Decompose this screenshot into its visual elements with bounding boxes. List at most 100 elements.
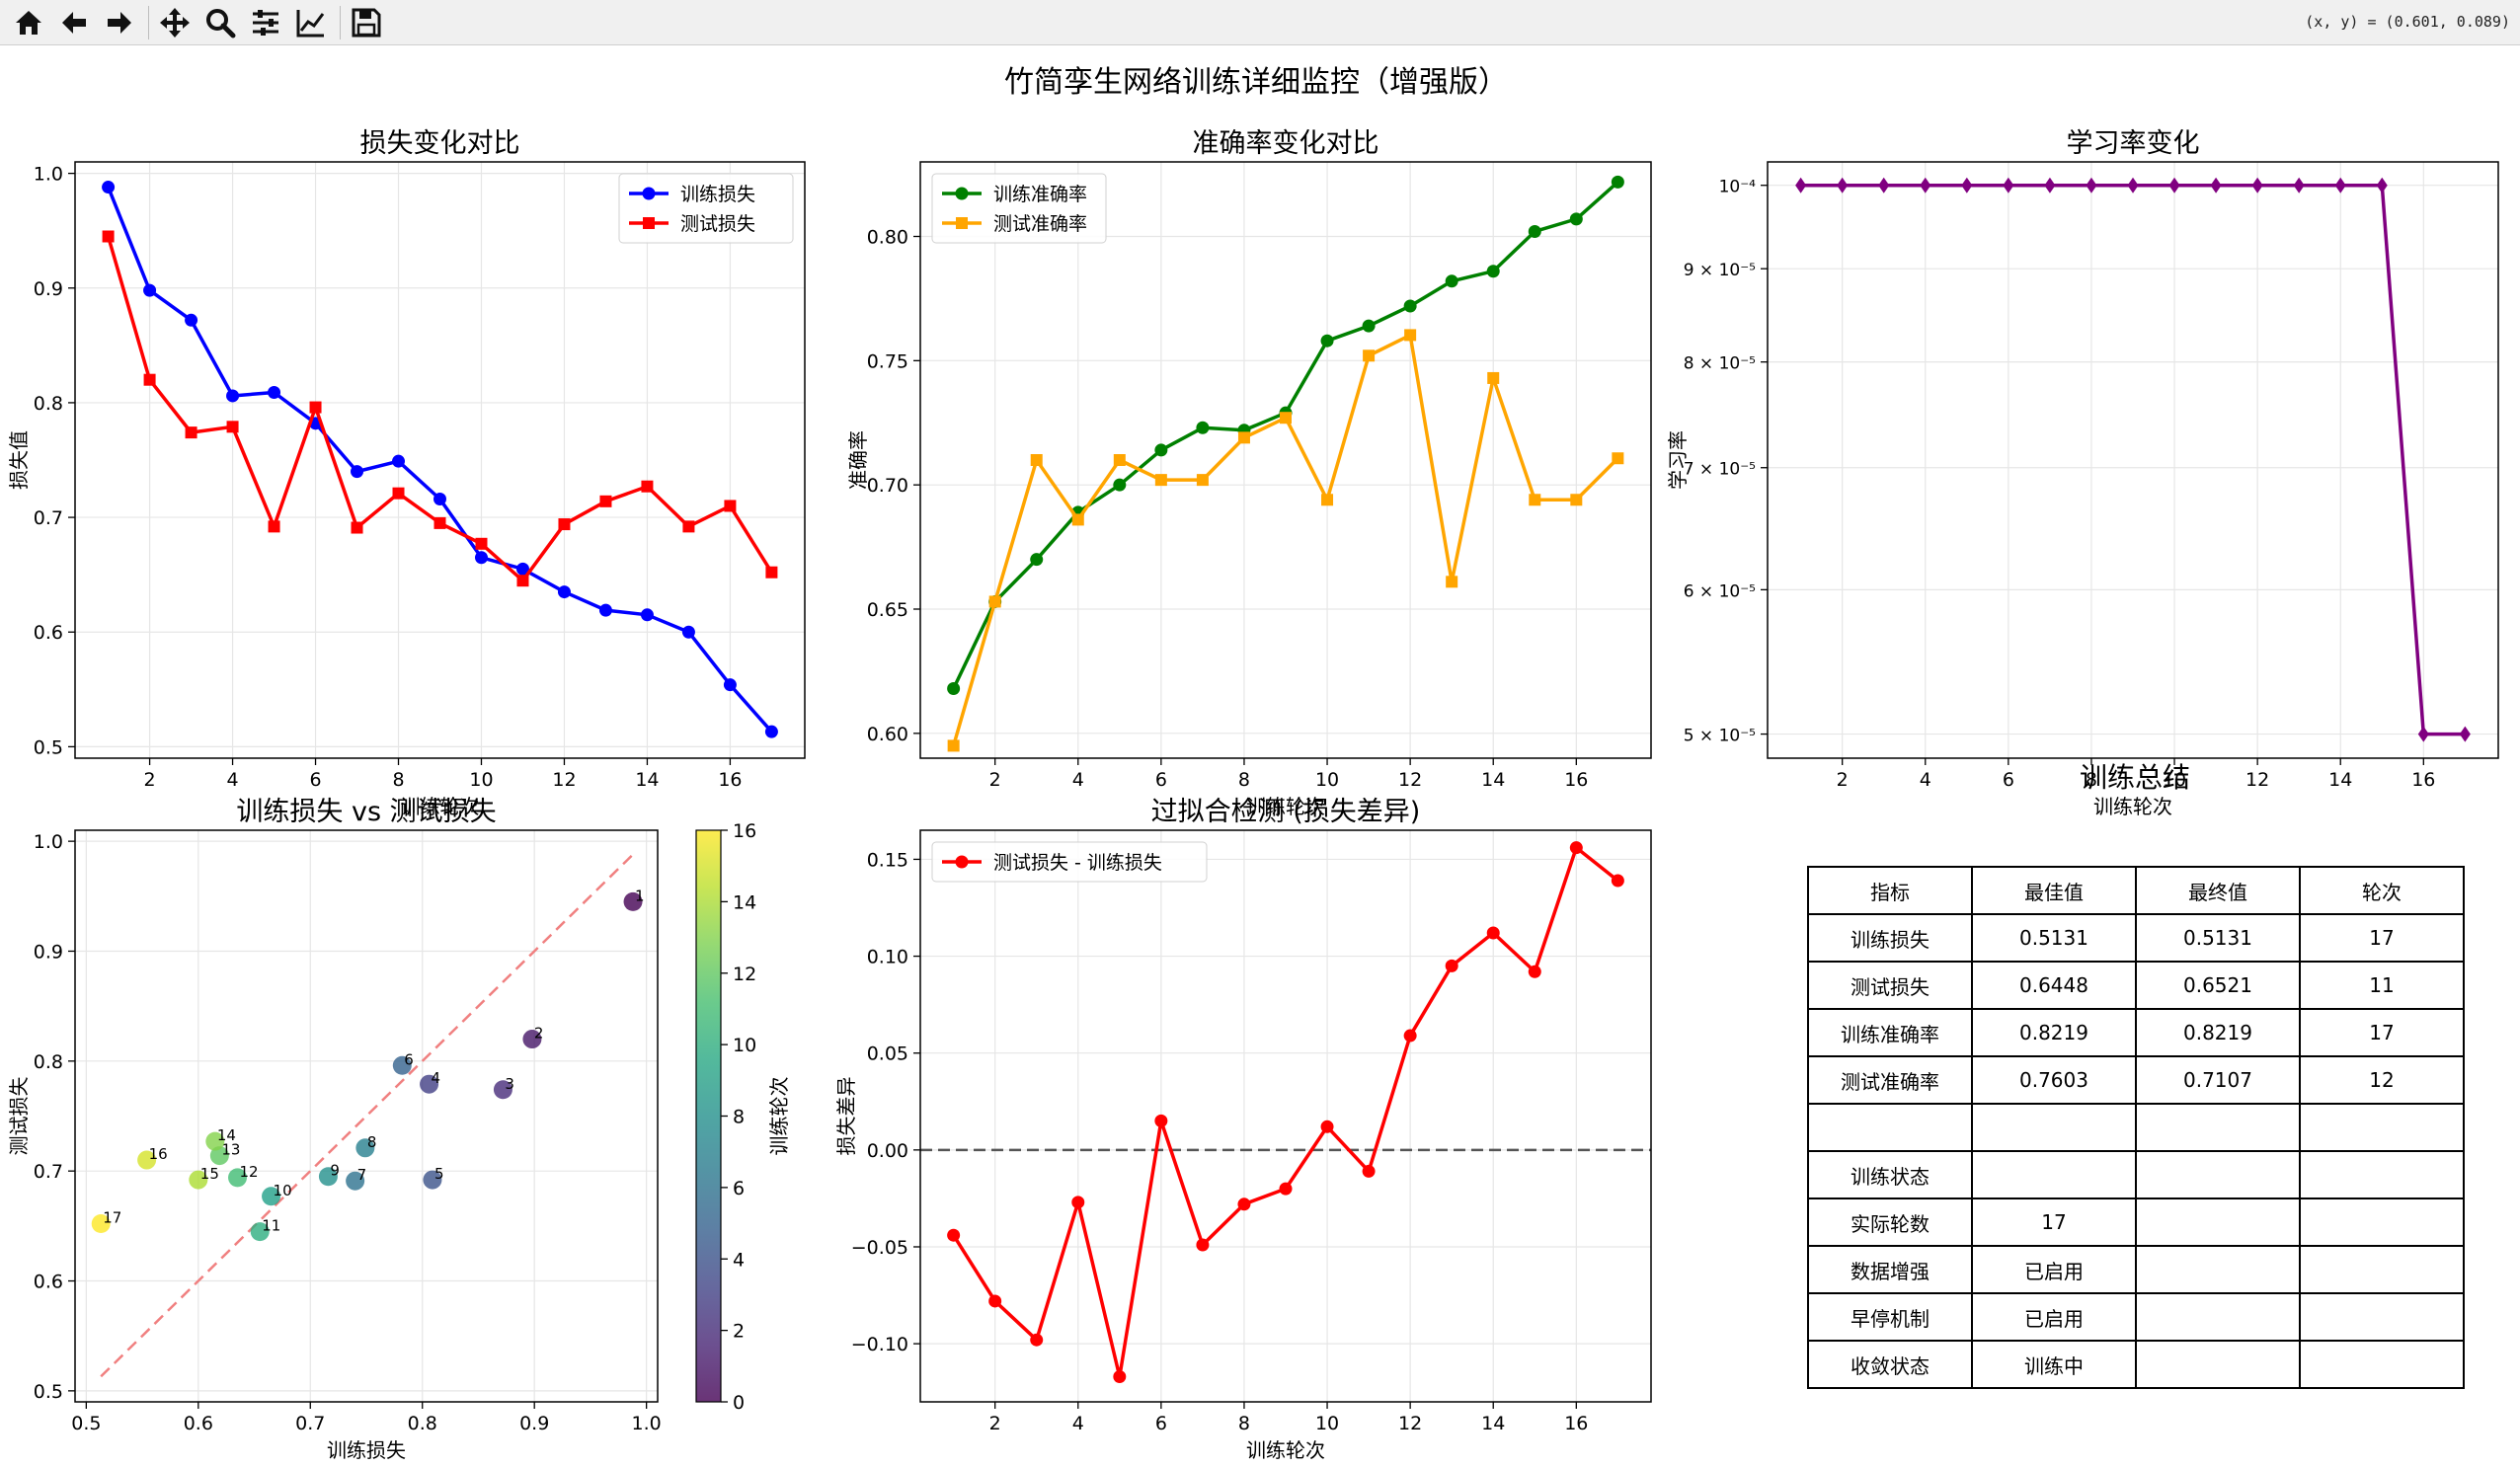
data-point xyxy=(1030,1333,1044,1347)
data-point xyxy=(2293,177,2305,193)
summary-cell xyxy=(2299,1340,2465,1389)
data-point xyxy=(1486,926,1500,940)
y-tick-label: −0.05 xyxy=(851,1237,908,1259)
y-axis-label: 测试损失 xyxy=(7,1077,31,1156)
subplots-button[interactable] xyxy=(247,4,284,41)
zoom-button[interactable] xyxy=(201,4,239,41)
x-tick-label: 8 xyxy=(1238,1413,1250,1434)
edit-axes-button[interactable] xyxy=(292,4,330,41)
data-point xyxy=(1237,431,1250,444)
data-point xyxy=(1071,1196,1085,1209)
line-chart-icon xyxy=(296,10,325,38)
scatter-point xyxy=(423,1170,442,1190)
colorbar-tick-label: 2 xyxy=(733,1321,745,1343)
summary-table: 指标 最佳值 最终值 轮次 训练损失 0.5131 0.5131 17 测试损失 0.64… xyxy=(1807,866,2465,1389)
x-tick-label: 12 xyxy=(1398,769,1422,791)
x-tick-label: 16 xyxy=(2411,769,2435,791)
diagonal-reference-line xyxy=(100,853,634,1378)
summary-cell xyxy=(1971,1103,2137,1152)
summary-cell: 11 xyxy=(2299,961,2465,1010)
series-line xyxy=(952,181,1619,690)
data-point xyxy=(2376,177,2388,193)
y-tick-label: 0.7 xyxy=(34,1161,63,1183)
x-tick-label: 0.8 xyxy=(408,1413,437,1434)
data-point xyxy=(309,401,322,414)
point-label: 10 xyxy=(274,1182,292,1199)
subplot-accuracy: 2 4 6 8 10 12 14 16 0.60 0.65 0.70 0.75 0.80 准确率变化对比训… xyxy=(846,128,1652,818)
y-axis-label: 学习率 xyxy=(1666,430,1690,490)
data-point xyxy=(641,480,654,493)
data-point xyxy=(682,520,695,533)
data-point xyxy=(1528,224,1541,238)
scatter-point xyxy=(205,1131,225,1151)
axes-frame xyxy=(1767,161,2499,759)
data-point xyxy=(1154,1114,1168,1127)
point-label: 5 xyxy=(434,1165,444,1183)
forward-button[interactable] xyxy=(101,4,138,41)
data-point xyxy=(102,230,115,243)
scatter-point xyxy=(318,1167,338,1187)
legend-entry: 测试准确率 xyxy=(993,213,1087,235)
colorbar-gradient xyxy=(695,829,722,1403)
data-point xyxy=(598,603,612,617)
data-point xyxy=(2003,177,2014,193)
data-point xyxy=(433,516,446,529)
summary-cell: 早停机制 xyxy=(1807,1292,1973,1342)
x-tick-label: 12 xyxy=(2245,769,2269,791)
axes-frame xyxy=(919,829,1652,1403)
axes-frame xyxy=(919,161,1652,759)
point-label: 15 xyxy=(200,1165,219,1183)
colorbar-tick-label: 0 xyxy=(733,1392,745,1414)
scatter-point xyxy=(346,1171,365,1191)
data-point xyxy=(947,1228,961,1242)
data-point xyxy=(351,465,364,479)
pan-button[interactable] xyxy=(156,4,194,41)
summary-cell xyxy=(2135,1340,2301,1389)
x-tick-label: 10 xyxy=(2163,769,2186,791)
scatter-point xyxy=(91,1214,111,1234)
back-button[interactable] xyxy=(55,4,93,41)
summary-cell: 0.5131 xyxy=(1971,913,2137,963)
magnifier-icon xyxy=(206,9,236,39)
subplot-title: 过拟合检测 (损失差异) xyxy=(1151,797,1421,827)
legend-marker xyxy=(955,187,969,200)
colorbar-tick-label: 10 xyxy=(733,1035,756,1056)
series-line xyxy=(106,186,773,734)
y-tick-label: 10⁻⁴ xyxy=(1719,178,1757,197)
legend-entry: 训练损失 xyxy=(680,184,755,205)
summary-row: 测试损失 0.6448 0.6521 11 xyxy=(1807,961,2465,1010)
floppy-disk-icon xyxy=(352,8,381,38)
series-line xyxy=(952,845,1619,1379)
figure-canvas[interactable]: 竹简孪生网络训练详细监控（增强版） 2 4 6 8 10 12 14 160.50.60.70… xyxy=(0,45,2520,1468)
legend-entry: 训练准确率 xyxy=(993,184,1087,205)
point-label: 3 xyxy=(505,1075,514,1093)
save-button[interactable] xyxy=(348,4,385,41)
x-tick-label: 6 xyxy=(1155,769,1167,791)
point-label: 9 xyxy=(330,1162,340,1180)
data-point xyxy=(2334,177,2346,193)
summary-cell: 17 xyxy=(2299,913,2465,963)
data-point xyxy=(185,313,198,327)
point-label: 8 xyxy=(367,1133,377,1151)
data-point xyxy=(988,595,1001,608)
colorbar-tick-label: 14 xyxy=(733,891,756,913)
data-point xyxy=(268,520,280,533)
y-tick-label: −0.10 xyxy=(851,1334,908,1355)
y-tick-label: 1.0 xyxy=(34,831,63,853)
summary-cell: 0.6448 xyxy=(1971,961,2137,1010)
legend-marker xyxy=(643,217,655,229)
summary-cell: 实际轮数 xyxy=(1807,1198,1973,1247)
data-point xyxy=(1237,1198,1251,1211)
colorbar-tick-label: 16 xyxy=(733,820,756,842)
data-point xyxy=(1920,177,1931,193)
data-point xyxy=(1611,874,1624,888)
home-button[interactable] xyxy=(10,4,47,41)
axes-frame xyxy=(74,829,659,1403)
y-tick-label: 0.9 xyxy=(34,941,63,963)
summary-cell xyxy=(2135,1245,2301,1294)
legend: 测试损失 - 训练损失 xyxy=(931,841,1208,883)
arrow-left-icon xyxy=(62,12,86,34)
colorbar-tick-label: 8 xyxy=(733,1107,745,1128)
data-point xyxy=(1320,334,1334,348)
y-axis-label: 损失值 xyxy=(7,430,31,490)
